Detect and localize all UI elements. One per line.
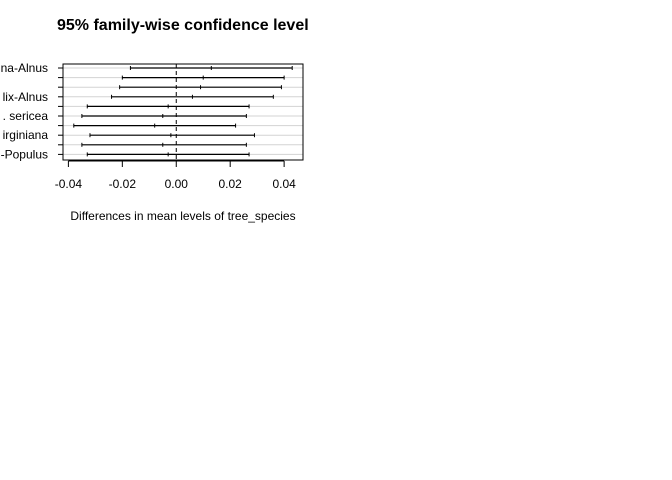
interval-row (121, 75, 285, 80)
x-tick-label: -0.02 (109, 177, 137, 191)
y-axis: na-Alnus lix-Alnus . sericea irginiana -Popu… (1, 61, 63, 161)
interval-row (86, 104, 250, 109)
interval-row (89, 133, 255, 138)
x-tick-label: 0.02 (219, 177, 243, 191)
interval-row (86, 152, 250, 157)
interval-row (119, 85, 282, 90)
interval-group (73, 66, 293, 157)
interval-row (111, 94, 274, 99)
x-tick-label: -0.04 (55, 177, 83, 191)
chart-title: 95% family-wise confidence level (57, 17, 309, 34)
y-tick-label: irginiana (3, 128, 49, 142)
y-tick-label: . sericea (3, 109, 49, 123)
y-tick-label: -Populus (1, 147, 48, 161)
plot-frame (62, 63, 304, 161)
x-tick-label: 0.04 (272, 177, 296, 191)
interval-row (81, 114, 247, 118)
interval-row (129, 66, 293, 70)
x-axis: -0.04 -0.02 0.00 0.02 0.04 (55, 160, 296, 191)
interval-row (81, 142, 247, 147)
y-tick-label: na-Alnus (1, 61, 48, 75)
grid (63, 67, 303, 155)
x-axis-label: Differences in mean levels of tree_speci… (70, 209, 295, 223)
x-tick-label: 0.00 (165, 177, 189, 191)
interval-row (73, 123, 237, 128)
y-tick-label: lix-Alnus (3, 90, 48, 104)
